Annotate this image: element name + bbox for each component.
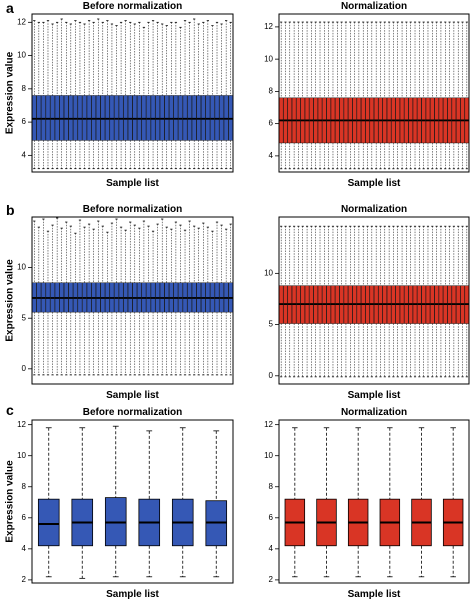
x-axis-label: Sample list: [106, 589, 159, 600]
y-tick-label: 6: [22, 117, 27, 126]
y-tick-label: 4: [269, 151, 274, 160]
chart-title: Before normalization: [83, 204, 182, 215]
x-axis-label: Sample list: [348, 390, 401, 401]
y-tick-label: 2: [22, 575, 27, 584]
y-tick-label: 10: [264, 451, 273, 460]
x-axis-label: Sample list: [106, 178, 159, 189]
y-tick-label: 12: [264, 420, 273, 429]
chart-title: Before normalization: [83, 1, 182, 12]
y-tick-label: 10: [264, 54, 273, 63]
y-tick-label: 4: [269, 544, 274, 553]
y-tick-label: 12: [264, 22, 273, 31]
y-tick-label: 0: [22, 364, 27, 373]
y-tick-label: 12: [17, 420, 26, 429]
x-axis-label: Sample list: [106, 390, 159, 401]
y-tick-label: 2: [269, 575, 274, 584]
y-tick-label: 4: [22, 150, 27, 159]
chart-title: Normalization: [341, 1, 407, 12]
y-tick-label: 6: [269, 119, 274, 128]
y-tick-label: 8: [269, 86, 274, 95]
chart-title: Normalization: [341, 204, 407, 215]
y-tick-label: 8: [22, 482, 27, 491]
box-iqr: [37, 498, 60, 547]
plot-frame: [278, 13, 470, 173]
y-tick-label: 8: [269, 482, 274, 491]
chart-title: Before normalization: [83, 407, 182, 418]
x-axis-label: Sample list: [348, 178, 401, 189]
panel-label-b: b: [6, 202, 15, 218]
y-tick-label: 10: [264, 268, 273, 277]
y-tick-label: 5: [269, 320, 274, 329]
y-tick-label: 8: [22, 84, 27, 93]
y-axis-label: Expression value: [5, 460, 16, 543]
plot-frame: [278, 419, 470, 584]
y-axis-label: Expression value: [5, 51, 16, 134]
y-tick-label: 0: [269, 371, 274, 380]
y-tick-label: 6: [269, 513, 274, 522]
y-tick-label: 10: [17, 51, 26, 60]
y-tick-label: 4: [22, 544, 27, 553]
panel-label-c: c: [6, 402, 14, 418]
y-tick-label: 10: [17, 263, 26, 272]
plot-frame: [278, 216, 470, 385]
plot-frame: [31, 216, 234, 385]
chart-title: Normalization: [341, 407, 407, 418]
panel-label-a: a: [6, 0, 14, 16]
x-axis-label: Sample list: [348, 589, 401, 600]
y-axis-label: Expression value: [5, 259, 16, 342]
y-tick-label: 6: [22, 513, 27, 522]
plot-frame: [31, 13, 234, 173]
y-tick-label: 10: [17, 451, 26, 460]
y-tick-label: 5: [22, 313, 27, 322]
y-tick-label: 12: [17, 17, 26, 26]
plot-frame: [31, 419, 234, 584]
